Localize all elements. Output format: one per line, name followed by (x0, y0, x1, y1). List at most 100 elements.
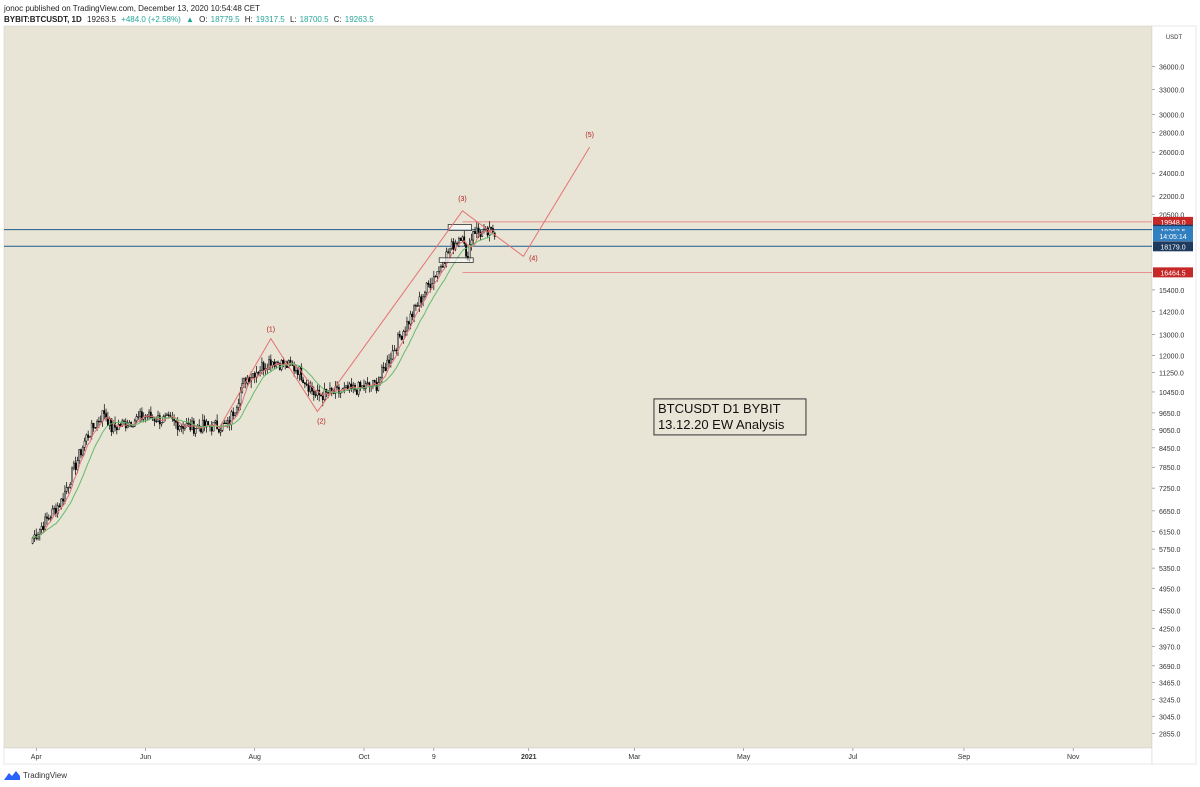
candle-body (64, 490, 66, 502)
candle-body (388, 359, 390, 364)
candle-body (427, 282, 430, 285)
candle-body (160, 422, 163, 425)
candle-body (411, 313, 414, 317)
moving-average-slow (32, 231, 495, 539)
candle-body (55, 508, 57, 514)
candle-body (42, 526, 45, 530)
y-tick-label: 3690.0 (1159, 664, 1181, 671)
candle-body (345, 385, 347, 388)
candle-body (273, 361, 276, 367)
candle-body (438, 266, 441, 272)
candle-body (96, 420, 99, 429)
candle-body (458, 238, 460, 244)
candle-body (173, 418, 176, 421)
candle-body (155, 420, 158, 422)
symbol-label[interactable]: BYBIT:BTCUSDT, 1D (4, 15, 82, 24)
moving-average-fast (32, 229, 495, 539)
candle-body (470, 239, 473, 245)
candle-body (60, 498, 63, 508)
candle-body (78, 449, 81, 462)
y-tick-label: 22000.0 (1159, 194, 1184, 201)
candle-body (38, 529, 41, 535)
candle-body (207, 421, 210, 426)
candle-body (80, 449, 82, 456)
high-value: 19317.5 (255, 15, 285, 24)
candle-body (187, 422, 190, 424)
candle-body (443, 263, 446, 268)
candle-body (450, 241, 453, 249)
plot-area (3, 25, 1153, 749)
candle-body (377, 382, 380, 391)
candle-body (280, 360, 283, 370)
candle-body (336, 386, 338, 388)
range-box (438, 257, 474, 263)
candle-body (101, 410, 104, 422)
x-tick-label: Jun (140, 754, 151, 761)
candle-body (115, 427, 118, 431)
candle-body (262, 362, 265, 371)
candle-body (314, 394, 317, 396)
annotation-text: BTCUSDT D1 BYBIT (658, 401, 781, 416)
price-label-text: 14:05:14 (1159, 234, 1186, 241)
y-tick-label: 2855.0 (1159, 731, 1181, 738)
y-tick-label: 14200.0 (1159, 309, 1184, 316)
candle-body (423, 292, 426, 297)
x-tick-label: Mar (628, 754, 641, 761)
y-tick-label: 3970.0 (1159, 645, 1181, 652)
candle-body (300, 366, 303, 381)
wave-label: (4) (529, 255, 538, 262)
candle-body (402, 331, 405, 340)
up-arrow-icon: ▲ (186, 15, 194, 24)
price-label-box (1153, 231, 1193, 242)
candle-body (432, 276, 435, 284)
candle-body (465, 243, 467, 257)
price-label-text: 18179.0 (1160, 244, 1185, 251)
candle-body (320, 394, 322, 397)
y-tick-label: 7850.0 (1159, 465, 1181, 472)
published-line: jonoc published on TradingView.com, Dece… (4, 4, 261, 13)
candle-body (407, 321, 410, 325)
candle-body (226, 420, 229, 424)
price-axis-unit: USDT (1166, 35, 1183, 41)
candle-body (65, 487, 68, 492)
candle-body (475, 227, 478, 234)
candle-body (400, 336, 403, 340)
candle-body (436, 271, 439, 277)
price-label-box (1153, 241, 1193, 252)
y-tick-label: 12000.0 (1159, 354, 1184, 361)
y-tick-label: 4250.0 (1159, 627, 1181, 634)
y-tick-label: 8450.0 (1159, 446, 1181, 453)
y-tick-label: 26000.0 (1159, 150, 1184, 157)
candle-body (106, 417, 109, 426)
y-tick-label: 15400.0 (1159, 288, 1184, 295)
ohlc-line: BYBIT:BTCUSDT, 1D 19263.5 +484.0 (+2.58%… (4, 15, 377, 24)
candle-body (434, 276, 437, 278)
candle-body (132, 426, 134, 428)
candle-body (40, 526, 43, 530)
price-label-text: 19948.0 (1160, 220, 1185, 227)
candle-body (440, 265, 442, 268)
close-label: C: (333, 15, 342, 24)
candle-body (302, 379, 304, 384)
x-tick-label: 2021 (521, 754, 537, 761)
candle-body (257, 372, 260, 374)
candle-body (429, 284, 432, 288)
y-tick-label: 13000.0 (1159, 333, 1184, 340)
candle-body (99, 421, 102, 423)
wave-label: (5) (585, 132, 594, 139)
candle-body (47, 518, 50, 520)
open-label: O: (199, 15, 208, 24)
candle-body (307, 384, 310, 392)
y-tick-label: 3465.0 (1159, 680, 1181, 687)
candle-body (454, 242, 457, 250)
candle-body (139, 411, 141, 417)
candle-body (397, 334, 399, 351)
y-tick-label: 33000.0 (1159, 87, 1184, 94)
candle-body (149, 411, 152, 418)
candle-body (373, 380, 376, 383)
time-axis (3, 747, 1153, 765)
candle-body (89, 436, 91, 438)
candle-body (141, 411, 143, 420)
y-tick-label: 20500.0 (1159, 213, 1184, 220)
